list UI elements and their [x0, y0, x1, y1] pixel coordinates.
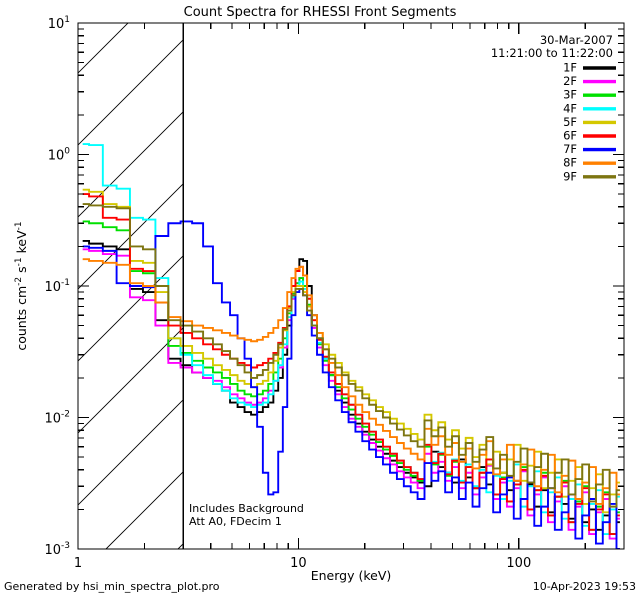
y-tick-label-group-1: 100 [48, 147, 71, 164]
x-tick-label-10: 10 [290, 556, 307, 571]
y-tick-label--2: 10-2 [44, 410, 70, 427]
y-tick-label-group-2: 10-1 [44, 278, 70, 295]
y-axis-label-base2: s [14, 266, 29, 277]
axis-ticks [77, 22, 625, 550]
legend-label-7F: 7F [563, 142, 577, 156]
y-axis-label-sup3: -1 [14, 221, 24, 230]
y-tick-label-group-3: 10-2 [44, 410, 70, 427]
y-tick-label--3: 10-3 [44, 541, 70, 558]
legend-label-6F: 6F [563, 129, 577, 143]
legend-label-5F: 5F [563, 115, 577, 129]
attenuator-note: Att A0, FDecim 1 [189, 515, 282, 528]
y-tick-label-1: 101 [48, 15, 70, 32]
legend-label-9F: 9F [563, 169, 577, 183]
series-line-6F [82, 193, 620, 535]
observation-time-range: 11:21:00 to 11:22:00 [491, 46, 613, 60]
series-line-2F [82, 248, 620, 540]
legend-label-3F: 3F [563, 88, 577, 102]
x-tick-label-100: 100 [506, 556, 531, 571]
observation-date: 30-Mar-2007 [540, 33, 613, 47]
y-axis-label-sup2: -1 [14, 257, 24, 266]
legend-label-1F: 1F [563, 61, 577, 75]
y-axis-label-base1: counts cm [14, 286, 29, 351]
y-axis-label-sup1: -2 [14, 277, 24, 286]
svg-text:counts cm-2 s-1 keV-1: counts cm-2 s-1 keV-1 [14, 221, 29, 350]
series-line-9F [82, 203, 620, 508]
legend-label-8F: 8F [563, 156, 577, 170]
footer-timestamp: 10-Apr-2023 19:53 [533, 580, 636, 593]
series-line-8F [82, 258, 620, 505]
series-line-7F [82, 220, 620, 549]
x-axis-label: Energy (keV) [311, 568, 392, 583]
y-tick-label--1: 10-1 [44, 278, 70, 295]
x-tick-label-1: 1 [74, 556, 82, 571]
series-line-4F [82, 143, 620, 535]
x-axis-tick-labels: 1 10 100 [74, 556, 531, 571]
series-line-5F [82, 188, 620, 514]
spectra-series-group [82, 143, 620, 549]
y-axis-label-base3: keV [14, 230, 29, 257]
legend-label-2F: 2F [563, 74, 577, 88]
y-axis-label: counts cm-2 s-1 keV-1 [14, 221, 29, 350]
legend-label-4F: 4F [563, 101, 577, 115]
footer-generated-by: Generated by hsi_min_spectra_plot.pro [4, 580, 220, 593]
y-tick-label-group-4: 10-3 [44, 541, 70, 558]
background-note: Includes Background [189, 502, 304, 515]
y-tick-label-0: 100 [48, 147, 71, 164]
y-tick-label-group-0: 101 [48, 15, 70, 32]
page-title: Count Spectra for RHESSI Front Segments [184, 5, 457, 20]
y-axis-tick-labels: 101 100 10-1 10-2 10-3 [44, 15, 70, 558]
